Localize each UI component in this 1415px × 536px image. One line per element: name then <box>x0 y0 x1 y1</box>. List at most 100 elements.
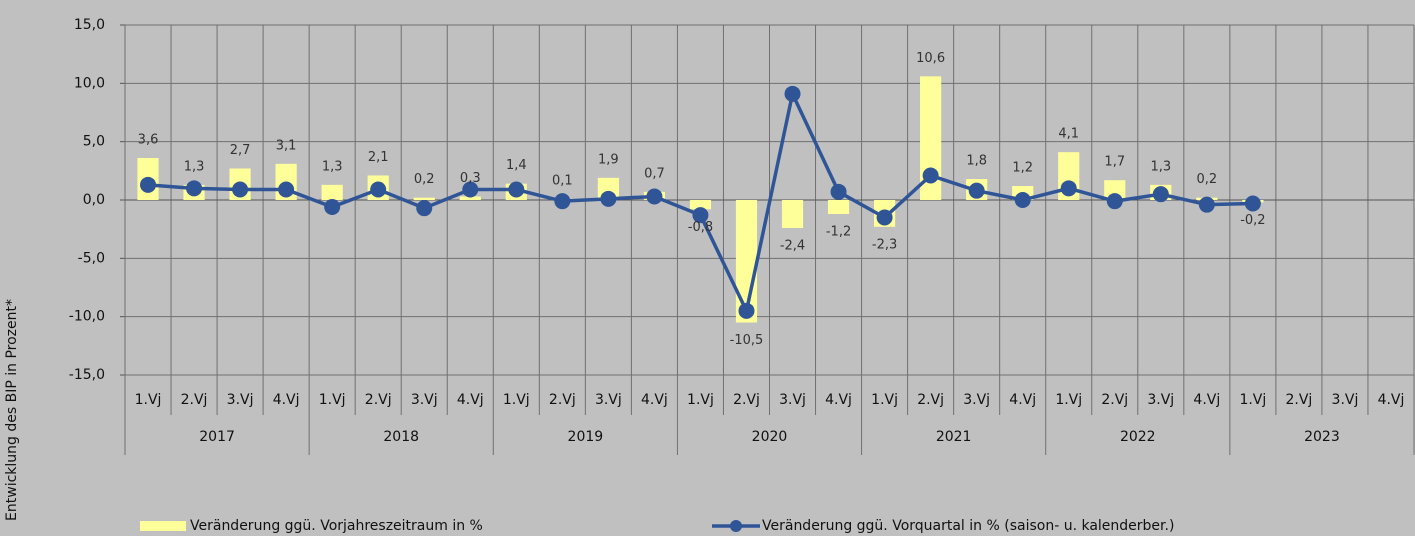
y-tick-label: 0,0 <box>83 192 105 208</box>
bar <box>781 200 804 228</box>
x-tick-label: 4.Vj <box>1378 392 1405 408</box>
line-marker <box>324 199 341 215</box>
x-tick-label: 3.Vj <box>963 392 990 408</box>
x-tick-label: 2.Vj <box>1101 392 1128 408</box>
x-tick-label: 4.Vj <box>1193 392 1220 408</box>
bar <box>920 76 942 200</box>
line-marker <box>1014 192 1031 208</box>
bar <box>321 184 343 200</box>
line-marker <box>1060 180 1077 197</box>
line-marker <box>784 85 801 102</box>
x-tick-label: 2.Vj <box>181 392 208 408</box>
bar <box>827 200 850 214</box>
x-tick-label: 1.Vj <box>871 392 898 408</box>
line-marker <box>1152 186 1169 203</box>
year-label: 2022 <box>1120 429 1156 445</box>
x-tick-label: 3.Vj <box>1332 392 1359 408</box>
year-label: 2020 <box>752 429 788 445</box>
value-label: 1,3 <box>1150 159 1171 174</box>
year-label: 2017 <box>199 429 235 445</box>
y-tick-label: -10,0 <box>69 309 105 325</box>
x-tick-label: 1.Vj <box>1055 392 1082 408</box>
value-label: 1,3 <box>184 159 205 174</box>
value-label: 2,7 <box>230 143 251 158</box>
x-tick-label: 1.Vj <box>687 392 714 408</box>
legend-label: Veränderung ggü. Vorquartal in % (saison… <box>762 518 1174 534</box>
x-tick-label: 2.Vj <box>1285 392 1312 408</box>
y-tick-label: 15,0 <box>74 17 105 33</box>
value-label: -2,3 <box>872 237 897 252</box>
line-marker <box>370 181 387 198</box>
value-label: 0,7 <box>644 166 665 181</box>
y-tick-label: -5,0 <box>78 250 105 266</box>
line-marker <box>232 181 249 198</box>
year-label: 2021 <box>936 429 972 445</box>
year-label: 2018 <box>383 429 419 445</box>
bar <box>459 196 481 200</box>
value-label: 1,2 <box>1012 161 1033 176</box>
line-marker <box>738 302 755 319</box>
x-tick-label: 3.Vj <box>1147 392 1174 408</box>
bar <box>689 200 712 210</box>
line-marker <box>968 182 985 199</box>
line-marker <box>692 207 709 224</box>
line-marker <box>876 209 893 226</box>
value-label: 2,1 <box>368 150 389 165</box>
x-tick-label: 3.Vj <box>779 392 806 408</box>
value-label: 0,1 <box>552 173 573 188</box>
bar <box>413 197 435 200</box>
x-tick-label: 2.Vj <box>917 392 944 408</box>
y-tick-label: -15,0 <box>69 367 105 383</box>
line-marker <box>830 183 847 200</box>
line-marker <box>416 200 433 217</box>
line-marker <box>1198 196 1215 213</box>
x-tick-label: 4.Vj <box>273 392 300 408</box>
value-label: 1,4 <box>506 158 527 173</box>
value-label: 1,8 <box>966 154 987 169</box>
x-tick-label: 4.Vj <box>641 392 668 408</box>
x-tick-label: 2.Vj <box>365 392 392 408</box>
x-tick-label: 4.Vj <box>1009 392 1036 408</box>
value-label: -0,2 <box>1240 213 1265 228</box>
line-marker <box>508 181 525 198</box>
x-tick-label: 3.Vj <box>227 392 254 408</box>
line-marker <box>922 167 939 184</box>
line-marker <box>646 188 663 205</box>
legend-swatch <box>730 520 742 532</box>
year-label: 2023 <box>1304 429 1340 445</box>
value-label: 0,2 <box>414 172 435 187</box>
x-tick-label: 1.Vj <box>319 392 346 408</box>
value-label: -10,5 <box>730 333 764 348</box>
x-tick-label: 1.Vj <box>1239 392 1266 408</box>
x-tick-label: 2.Vj <box>733 392 760 408</box>
line-marker <box>278 181 295 198</box>
line-marker <box>554 193 571 210</box>
value-label: 3,1 <box>276 138 297 153</box>
x-tick-label: 1.Vj <box>135 392 162 408</box>
line-marker <box>1106 193 1123 210</box>
line-marker <box>186 180 203 197</box>
x-tick-label: 3.Vj <box>411 392 438 408</box>
value-label: 10,6 <box>916 51 945 66</box>
value-label: 1,7 <box>1104 155 1125 170</box>
value-label: 0,3 <box>460 171 481 186</box>
y-axis-label: Entwicklung des BIP in Prozent* <box>4 299 20 521</box>
value-label: -2,4 <box>780 239 805 254</box>
bar <box>1104 180 1126 200</box>
value-label: -0,8 <box>688 220 713 235</box>
legend-label: Veränderung ggü. Vorjahreszeitraum in % <box>190 518 483 534</box>
value-label: 0,2 <box>1196 172 1217 187</box>
value-label: 1,9 <box>598 152 619 167</box>
year-label: 2019 <box>568 429 604 445</box>
value-label: -1,2 <box>826 225 851 240</box>
y-tick-label: 10,0 <box>74 75 105 91</box>
x-tick-label: 4.Vj <box>457 392 484 408</box>
line-marker <box>140 176 157 193</box>
x-tick-label: 1.Vj <box>503 392 530 408</box>
line-marker <box>600 190 617 207</box>
value-label: 1,3 <box>322 159 343 174</box>
y-tick-label: 5,0 <box>83 134 105 150</box>
value-label: 3,6 <box>138 133 159 148</box>
x-tick-label: 4.Vj <box>825 392 852 408</box>
